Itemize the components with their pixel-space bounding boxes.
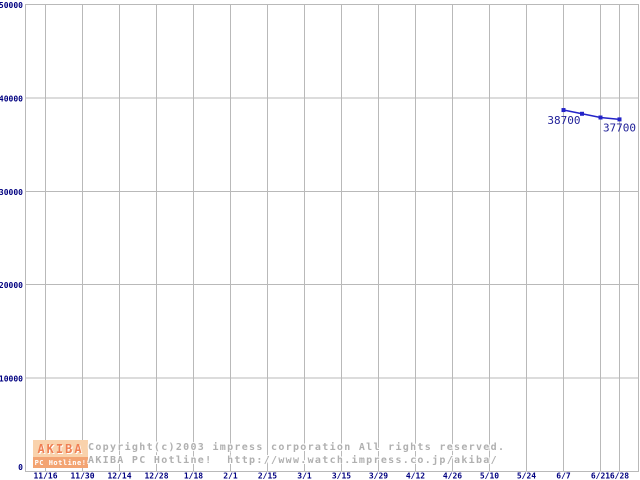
data-point-marker [561, 108, 566, 113]
y-axis-tick-label: 0 [18, 463, 23, 472]
price-line [563, 109, 620, 121]
x-axis-tick-label: 5/24 [517, 472, 536, 480]
x-axis-tick-label: 3/29 [369, 472, 388, 480]
x-axis-tick-label: 6/21 [591, 472, 610, 480]
y-axis-tick-label: 30000 [0, 188, 23, 197]
x-axis-tick-label: 4/12 [406, 472, 425, 480]
akiba-pc-hotline-logo: AKIBA PC Hotline! [33, 440, 88, 468]
x-axis-tick-label: 12/14 [107, 472, 131, 480]
x-axis-tick-label: 6/28 [610, 472, 629, 480]
x-axis-tick-label: 1/18 [184, 472, 203, 480]
x-axis-labels: 11/16 11/30 12/14 12/28 1/18 2/1 2/15 3/1 3/15 3/… [33, 472, 629, 480]
y-axis-tick-label: 40000 [0, 94, 23, 103]
gridlines [25, 4, 639, 472]
data-point-marker [580, 111, 584, 116]
y-axis-tick-label: 10000 [0, 375, 23, 384]
y-axis-labels: 0 10000 20000 30000 40000 50000 [0, 1, 23, 472]
x-axis-tick-label: 3/1 [297, 472, 312, 480]
x-axis-tick-label: 11/30 [70, 472, 94, 480]
data-point-label: 37700 [603, 121, 636, 134]
x-axis-tick-label: 11/16 [33, 472, 57, 480]
x-axis-tick-label: 2/15 [258, 472, 277, 480]
x-axis-tick-label: 4/26 [443, 472, 462, 480]
x-axis-tick-label: 2/1 [223, 472, 238, 480]
data-point-label: 38700 [547, 114, 580, 127]
source-url-text: AKIBA PC Hotline! http://www.watch.impre… [88, 455, 498, 466]
x-axis-tick-label: 3/15 [332, 472, 351, 480]
x-axis-tick-label: 6/7 [556, 472, 571, 480]
y-axis-tick-label: 20000 [0, 281, 23, 290]
copyright-text: Copyright(c)2003 impress corporation All… [88, 442, 506, 453]
plot-border [25, 4, 639, 472]
akiba-logo-text: AKIBA [33, 440, 88, 457]
x-axis-tick-label: 5/10 [480, 472, 499, 480]
pc-hotline-logo-text: PC Hotline! [33, 457, 88, 468]
y-axis-tick-label: 50000 [0, 1, 23, 10]
data-point-marker [598, 115, 603, 120]
data-point-marker [617, 117, 622, 122]
x-axis-tick-label: 12/28 [144, 472, 168, 480]
